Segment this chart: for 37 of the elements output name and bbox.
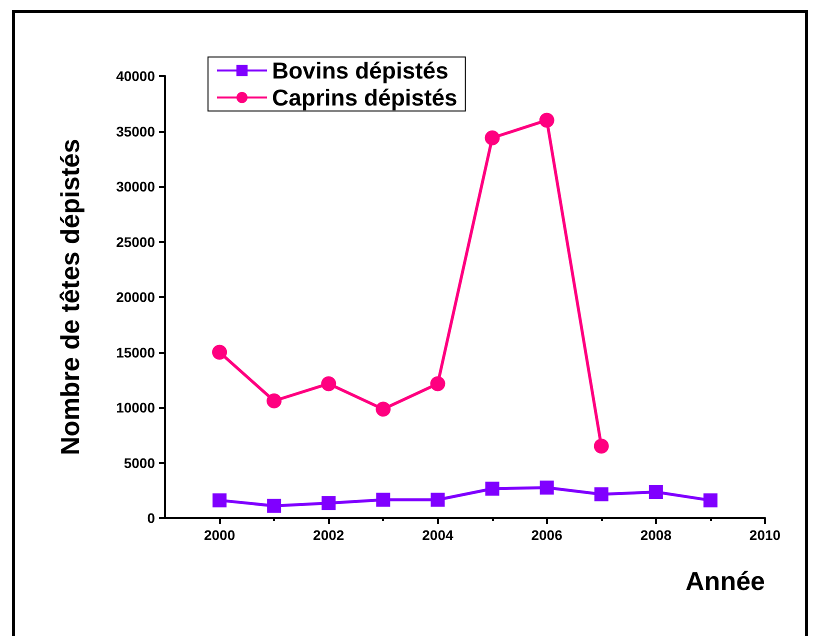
y-tick-label: 40000	[116, 68, 156, 84]
point	[703, 493, 718, 508]
point	[430, 492, 445, 507]
x-tick-label: 2000	[204, 527, 236, 543]
y-tick-label: 30000	[116, 178, 156, 194]
point	[539, 112, 554, 128]
y-tick-label: 20000	[116, 289, 156, 305]
point	[376, 402, 391, 417]
y-tick-label: 0	[147, 510, 156, 526]
x-tick-label: 2006	[531, 527, 563, 543]
legend-label: Caprins dépistés	[272, 84, 458, 110]
point	[485, 482, 500, 496]
x-tick-label: 2002	[313, 527, 344, 543]
point	[484, 130, 500, 146]
y-tick-label: 10000	[116, 400, 156, 416]
point	[540, 480, 554, 495]
x-tick-label: 2004	[422, 527, 454, 543]
y-tick-label: 35000	[116, 123, 156, 140]
legend-label: Bovins dépistés	[272, 58, 448, 84]
point	[267, 498, 282, 513]
y-tick-label: 25000	[116, 234, 156, 250]
x-tick-label: 2010	[749, 527, 781, 543]
point	[648, 485, 663, 500]
y-tick-label: 5000	[124, 454, 156, 471]
point	[430, 376, 446, 392]
point	[212, 344, 228, 360]
point	[376, 492, 390, 507]
y-axis-title: Nombre de têtes dépistés	[55, 138, 85, 456]
point	[322, 496, 336, 510]
y-tick-label: 15000	[116, 344, 156, 360]
point	[321, 376, 336, 392]
point	[212, 493, 227, 508]
x-tick-label: 2008	[640, 527, 672, 543]
point	[594, 438, 609, 454]
point	[594, 487, 608, 502]
point	[266, 393, 282, 408]
x-axis-title: Année	[686, 566, 765, 596]
